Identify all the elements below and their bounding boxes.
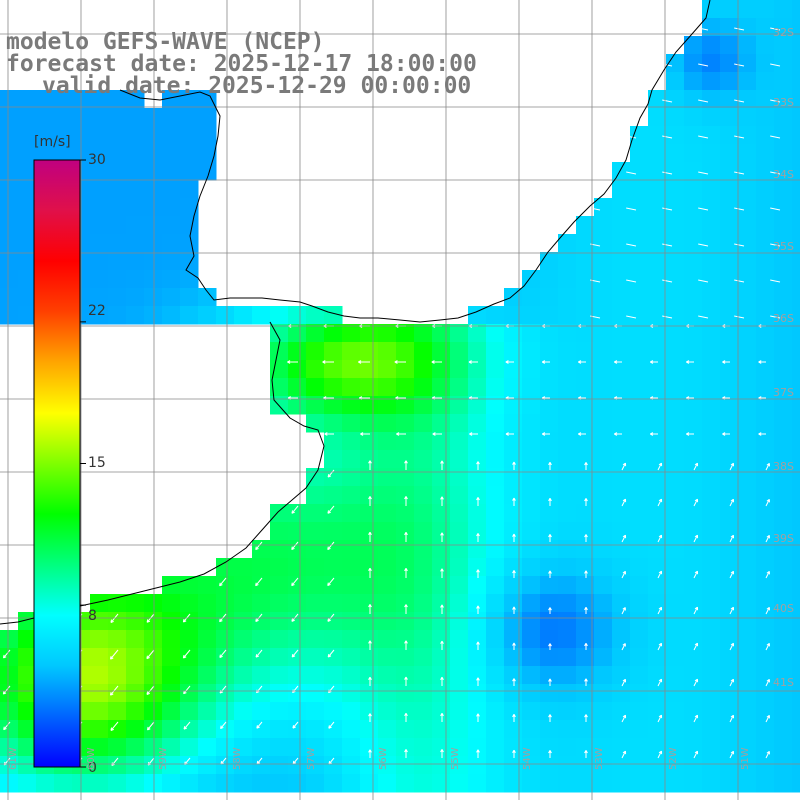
- forecast-date: forecast date: 2025-12-17 18:00:00: [6, 51, 477, 77]
- wind-direction-arrows: [2, 27, 781, 767]
- lon-label-52w: 52W: [668, 747, 679, 770]
- lat-label-38s: 38S: [773, 460, 794, 473]
- lat-label-41s: 41S: [773, 676, 794, 689]
- lat-label-32s: 32S: [773, 26, 794, 39]
- lat-label-33s: 33S: [773, 96, 794, 109]
- colorbar-tick-30: 30: [88, 152, 106, 168]
- lon-label-56w: 56W: [378, 747, 389, 770]
- lon-label-55w: 55W: [450, 747, 461, 770]
- valid-date: valid date: 2025-12-29 00:00:00: [42, 73, 472, 99]
- lon-label-53w: 53W: [594, 747, 605, 770]
- lon-label-51w: 51W: [740, 747, 751, 770]
- lon-label-57w: 57W: [306, 747, 317, 770]
- lat-label-34s: 34S: [773, 168, 794, 181]
- lon-label-60w: 60W: [86, 747, 97, 770]
- lon-label-59w: 59W: [158, 747, 169, 770]
- model-title: modelo GEFS-WAVE (NCEP): [6, 29, 325, 55]
- lat-label-37s: 37S: [773, 386, 794, 399]
- colorbar-tick-15: 15: [88, 455, 106, 471]
- colorbar-tick-22: 22: [88, 303, 106, 319]
- colorbar-unit: [m/s]: [34, 134, 71, 150]
- lat-label-39s: 39S: [773, 532, 794, 545]
- lon-label-58w: 58W: [232, 747, 243, 770]
- lon-label-61w: 61W: [8, 747, 19, 770]
- colorbar-tick-0: 0: [88, 760, 97, 776]
- lon-label-54w: 54W: [522, 747, 533, 770]
- colorbar-tick-8: 8: [88, 608, 97, 624]
- colorbar: [33, 159, 86, 768]
- lat-label-35s: 35S: [773, 240, 794, 253]
- lat-label-36s: 36S: [773, 312, 794, 325]
- lat-label-40s: 40S: [773, 602, 794, 615]
